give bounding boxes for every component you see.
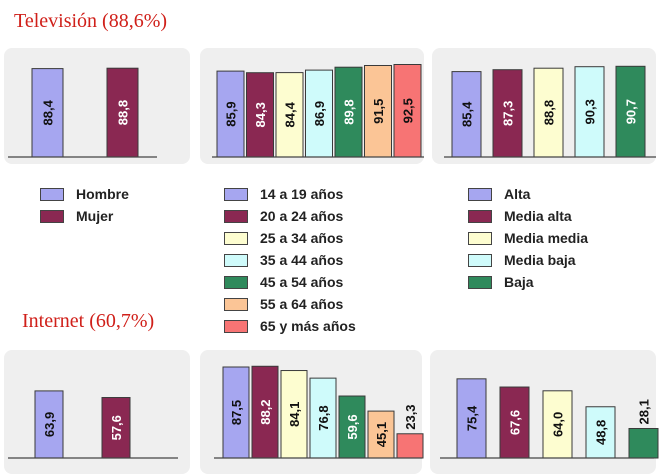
bar <box>222 366 250 459</box>
bar-value-label: 88,8 <box>116 100 131 125</box>
bar-value-label: 59,6 <box>345 414 360 439</box>
legend-label: Media alta <box>504 208 572 224</box>
bar-value-label: 84,3 <box>253 102 268 127</box>
tv-section-title: Televisión (88,6%) <box>14 10 168 32</box>
bar-value-label: 84,4 <box>283 101 298 127</box>
legend-swatch <box>224 209 248 223</box>
legend-swatch <box>224 275 248 289</box>
bar <box>364 65 392 158</box>
legend-swatch <box>224 253 248 267</box>
legend-swatch <box>224 319 248 333</box>
bar <box>615 65 646 158</box>
bar-value-label: 86,9 <box>312 101 327 126</box>
legend-item-clase-4: Media baja <box>468 252 576 268</box>
legend-item-edad-5: 45 a 54 años <box>224 274 343 290</box>
legend-item-edad-4: 35 a 44 años <box>224 252 343 268</box>
bar <box>451 71 482 158</box>
bar <box>34 390 64 459</box>
legend-label: 25 a 34 años <box>260 230 344 246</box>
bar-value-label: 63,9 <box>42 412 57 437</box>
legend-item-edad-6: 55 a 64 años <box>224 296 343 312</box>
legend-swatch <box>40 187 64 201</box>
bar-value-label: 84,1 <box>287 402 302 427</box>
legend-swatch <box>224 187 248 201</box>
chart-internet-sexo: 63,9 57,6 <box>8 390 178 459</box>
bar-value-label: 90,3 <box>583 99 598 124</box>
bar-value-label: 88,8 <box>542 100 557 125</box>
legend-swatch <box>468 231 492 245</box>
bar-value-label: 75,4 <box>465 405 480 431</box>
bar <box>106 67 139 158</box>
bar-value-label: 85,4 <box>460 101 475 127</box>
legend-swatch <box>468 209 492 223</box>
legend-label: Media baja <box>504 252 576 268</box>
bar <box>334 66 363 158</box>
legend-swatch <box>224 297 248 311</box>
bar <box>574 66 605 158</box>
bar-value-label: 87,5 <box>229 400 244 425</box>
bar-value-label: 92,5 <box>401 98 416 123</box>
legend-item-edad-7: 65 y más años <box>224 318 356 334</box>
bar <box>216 70 245 158</box>
legend-label: Hombre <box>76 186 129 202</box>
legend-item-edad-3: 25 a 34 años <box>224 230 343 246</box>
bar-value-label: 45,1 <box>374 422 389 447</box>
legend-label: Baja <box>504 274 534 290</box>
bar-value-label: 64,0 <box>551 412 566 437</box>
legend-item-hombre: Hombre <box>40 186 129 202</box>
legend-label: 55 a 64 años <box>260 296 344 312</box>
bar <box>367 410 395 459</box>
legend-swatch <box>468 253 492 267</box>
internet-section-title: Internet (60,7%) <box>22 310 155 332</box>
legend-item-edad-2: 20 a 24 años <box>224 208 343 224</box>
chart-internet-clase: 75,4 67,6 64,0 48,8 28,1 <box>440 378 659 459</box>
legend-swatch <box>224 231 248 245</box>
legend-label: Alta <box>504 186 531 202</box>
legend-item-clase-1: Alta <box>468 186 530 202</box>
legend-swatch <box>468 187 492 201</box>
legend-label: Mujer <box>76 208 114 224</box>
bar-value-label: 88,4 <box>41 99 56 125</box>
bar-value-label: 28,1 <box>637 399 652 424</box>
bar-value-label: 67,6 <box>508 410 523 435</box>
bar-value-label: 57,6 <box>109 415 124 440</box>
bar-value-label: 91,5 <box>371 99 386 124</box>
legend-label: 20 a 24 años <box>260 208 344 224</box>
bar <box>31 68 64 158</box>
legend-item-edad-1: 14 a 19 años <box>224 186 343 202</box>
legend-label: 14 a 19 años <box>260 186 344 202</box>
bar-value-label: 89,8 <box>342 99 357 124</box>
bar-value-label: 85,9 <box>224 101 239 126</box>
legend-item-mujer: Mujer <box>40 208 113 224</box>
legend-label: 35 a 44 años <box>260 252 344 268</box>
bar <box>542 390 573 459</box>
bar-value-label: 90,7 <box>624 99 639 124</box>
bar-value-label: 87,3 <box>501 101 516 126</box>
chart-televisión-sexo: 88,4 88,8 <box>8 67 157 158</box>
bar <box>628 427 659 459</box>
legend-item-clase-5: Baja <box>468 274 534 290</box>
bar-value-label: 23,3 <box>403 404 418 429</box>
bar <box>305 69 333 158</box>
legend-item-clase-3: Media media <box>468 230 588 246</box>
legend-item-clase-2: Media alta <box>468 208 572 224</box>
legend-label: 45 a 54 años <box>260 274 344 290</box>
chart-internet-edad: 87,5 88,2 84,1 76,8 59,6 45,1 23,3 <box>214 365 424 459</box>
bar-value-label: 48,8 <box>594 420 609 445</box>
legend-label: Media media <box>504 230 589 246</box>
bar-value-label: 88,2 <box>258 399 273 424</box>
legend-label: 65 y más años <box>260 318 356 334</box>
bar <box>101 397 131 459</box>
bar <box>396 433 424 459</box>
legend-swatch <box>468 275 492 289</box>
bar-value-label: 76,8 <box>316 405 331 430</box>
chart-televisión-clase: 85,4 87,3 88,8 90,3 90,7 <box>444 65 656 158</box>
legend-swatch <box>40 209 64 223</box>
bar <box>499 386 530 459</box>
chart-televisión-edad: 85,9 84,3 84,4 86,9 89,8 91,5 92,5 <box>212 64 424 158</box>
